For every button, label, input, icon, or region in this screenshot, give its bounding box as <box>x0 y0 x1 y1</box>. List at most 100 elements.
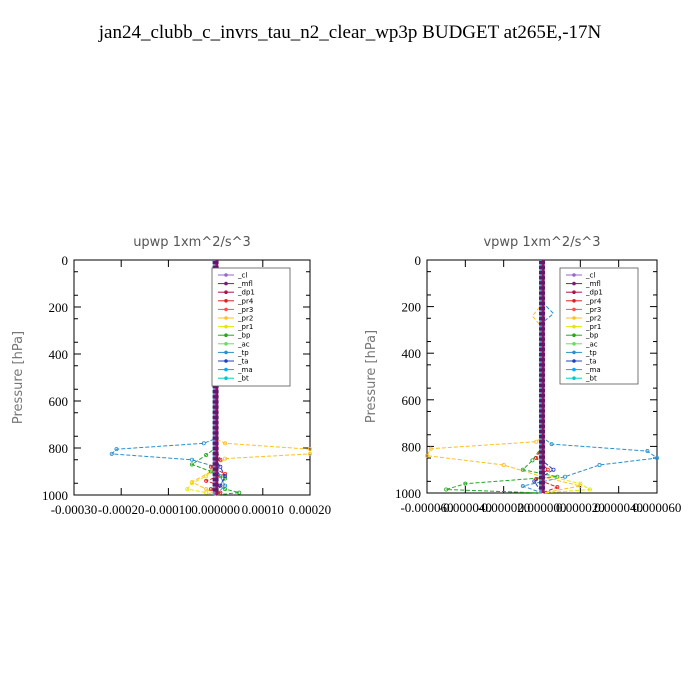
profile-marker <box>539 404 545 408</box>
y-axis-label: Pressure [hPa] <box>364 330 379 423</box>
y-tick-label: 200 <box>402 300 422 315</box>
series-point_bp <box>208 469 213 474</box>
series-point_tp <box>597 463 602 468</box>
legend-label: _cl <box>585 272 595 280</box>
profile-marker <box>539 460 545 464</box>
legend-marker <box>224 281 228 286</box>
profile-marker <box>539 445 545 449</box>
profile-marker <box>212 452 219 456</box>
series-point_ta <box>218 464 223 469</box>
legend-label: _cl <box>237 272 247 280</box>
legend-label: _ta <box>237 358 249 366</box>
series-point_pr2 <box>307 447 312 452</box>
profile-marker <box>539 399 545 403</box>
series-point_bp <box>530 458 535 463</box>
profile-marker <box>212 436 219 440</box>
series-point_tp <box>549 442 554 447</box>
profile-marker <box>539 419 545 423</box>
legend-label: _tp <box>585 349 597 357</box>
series-point_pr4 <box>534 456 539 461</box>
legend-label: _ac <box>585 340 598 348</box>
legend-marker <box>224 273 228 277</box>
y-tick-label: 400 <box>402 346 422 361</box>
legend-marker <box>224 290 228 295</box>
x-tick-label: -0.000060 <box>400 500 453 515</box>
y-tick-label: 800 <box>49 441 69 456</box>
y-tick-label: 200 <box>49 300 69 315</box>
profile-marker <box>539 414 545 418</box>
legend-marker <box>572 342 576 346</box>
legend-marker <box>572 307 576 312</box>
profile-marker <box>539 429 545 434</box>
series-point_tp <box>189 457 194 462</box>
series-point_pr4 <box>555 485 560 490</box>
profile-marker <box>539 306 545 311</box>
profile-marker <box>539 352 545 357</box>
series-point_pr1 <box>185 487 190 492</box>
profile-marker <box>212 446 219 451</box>
chart-title: upwp 1xm^2/s^3 <box>133 235 251 250</box>
series-point_bp <box>223 487 228 492</box>
legend-label: _pr3 <box>585 306 601 314</box>
profile-marker <box>212 426 219 430</box>
profile-marker <box>539 301 545 305</box>
x-tick-label: 0.000020 <box>556 500 605 515</box>
profile-marker <box>212 410 219 414</box>
series-point_pr1 <box>189 481 194 486</box>
x-tick-label: 0.00020 <box>289 502 331 517</box>
series-point_bp <box>237 490 242 495</box>
profile-marker <box>539 327 545 331</box>
series-point_pr4 <box>208 487 213 492</box>
legend-marker <box>572 367 576 372</box>
profile-marker <box>539 332 545 336</box>
profile-marker <box>212 390 219 394</box>
legend-label: _pr4 <box>237 297 254 305</box>
profile-marker <box>539 450 545 454</box>
legend-label: _ma <box>237 366 253 374</box>
y-tick-label: 400 <box>49 347 69 362</box>
profile-marker <box>539 470 545 475</box>
profile-marker <box>212 400 219 404</box>
profile-marker <box>539 281 545 285</box>
series-point_pr2 <box>223 456 228 461</box>
series-line_pr2 <box>426 260 581 494</box>
profile-marker <box>212 441 219 445</box>
x-tick-label: -0.000020 <box>477 500 530 515</box>
profile-marker <box>539 424 545 428</box>
legend-marker <box>224 367 228 372</box>
profile-marker <box>539 368 545 372</box>
profile-marker <box>212 395 219 399</box>
x-tick-label: 0.00010 <box>242 502 284 517</box>
series-point_tp <box>645 449 650 454</box>
profile-marker <box>212 462 219 466</box>
legend-marker <box>572 299 576 303</box>
legend-marker <box>224 333 228 338</box>
series-point_bp <box>444 487 449 492</box>
y-tick-label: 1000 <box>42 488 68 503</box>
profile-marker <box>539 394 545 398</box>
x-tick-label: -0.000040 <box>439 500 492 515</box>
profile-marker <box>539 337 545 341</box>
series-point_pr2 <box>223 441 228 446</box>
profile-marker <box>212 421 219 425</box>
legend-label: _mfl <box>237 280 253 288</box>
series-point_pr2 <box>428 446 433 451</box>
profile-marker <box>539 291 545 295</box>
series-point_pr4 <box>208 464 213 469</box>
series-line_tp <box>110 260 226 496</box>
profile-marker <box>539 465 545 469</box>
series-point_ta <box>218 483 223 488</box>
series-point_tp <box>114 447 119 452</box>
y-tick-label: 0 <box>62 253 69 268</box>
profile-marker <box>539 363 545 367</box>
profile-marker <box>539 455 545 459</box>
profile-marker <box>539 373 545 377</box>
series-line_pr2 <box>190 260 311 496</box>
profile-marker <box>539 322 545 326</box>
profile-marker <box>539 388 545 393</box>
profile-marker <box>539 276 545 280</box>
series-point_pr4 <box>218 457 223 462</box>
profile-marker <box>212 457 219 461</box>
series-point_pr2 <box>307 451 312 456</box>
